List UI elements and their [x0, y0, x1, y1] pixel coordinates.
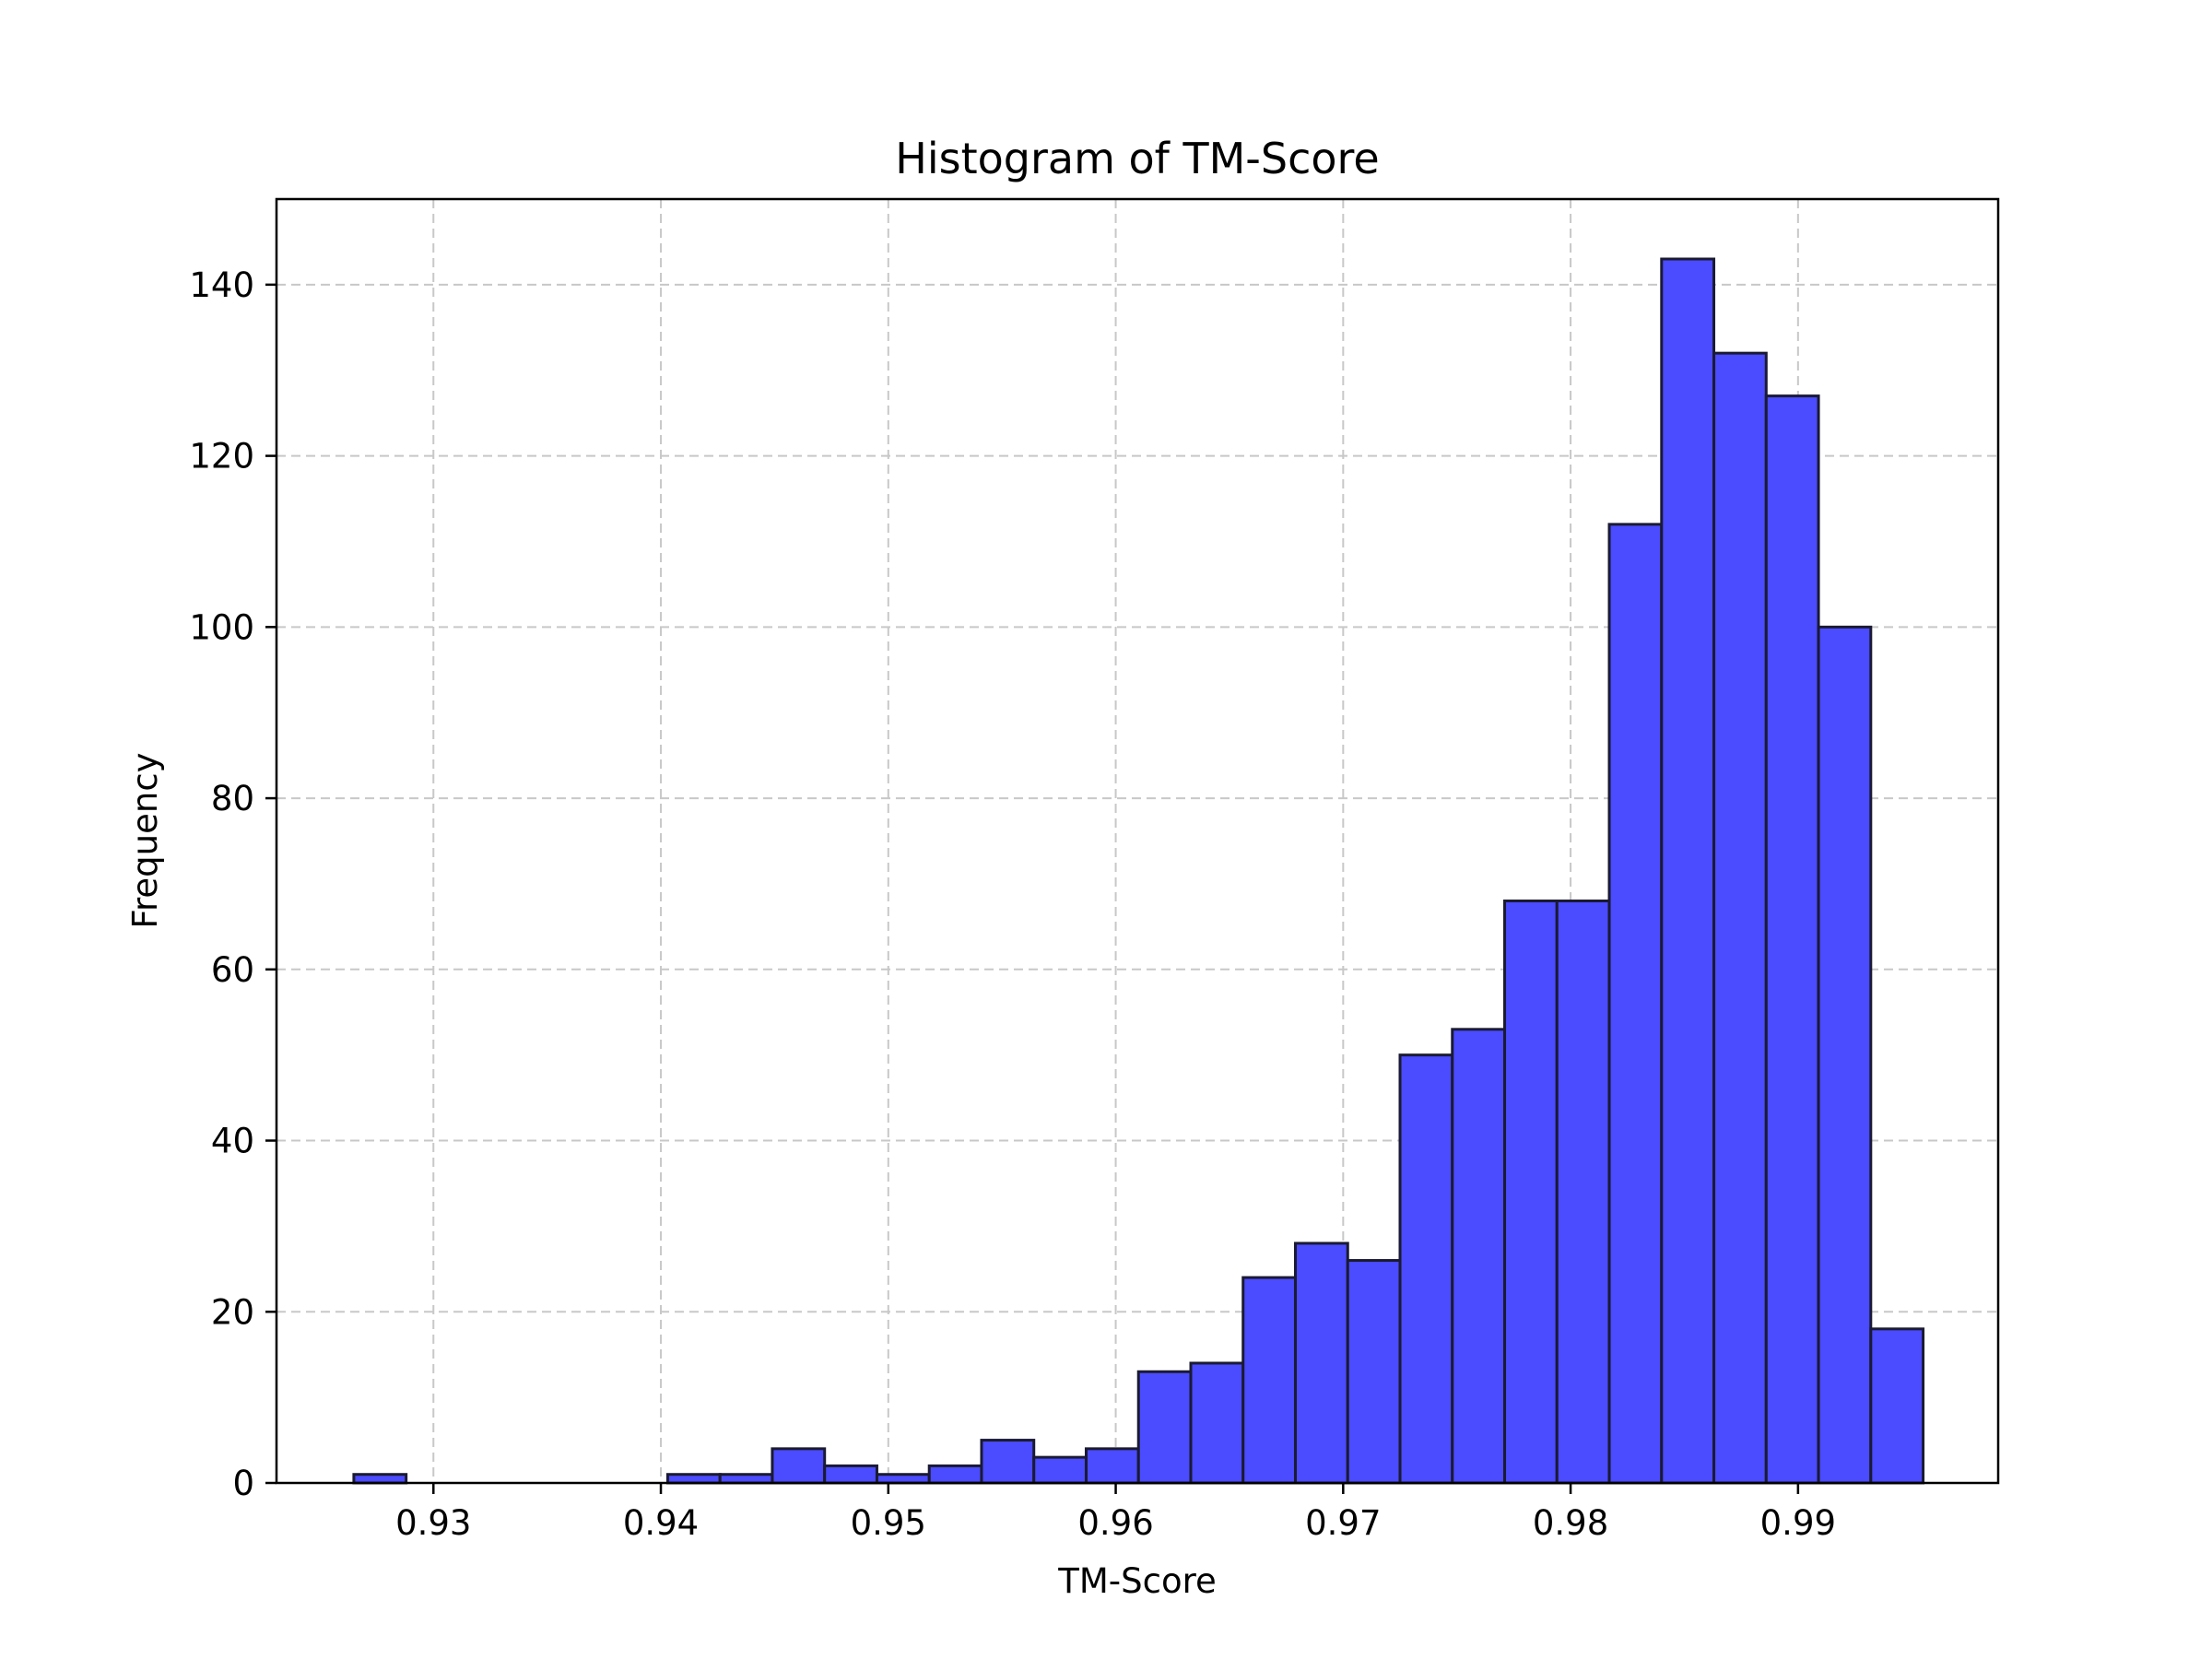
histogram-bar [1660, 257, 1716, 1485]
y-tick-label: 60 [211, 950, 254, 990]
x-tick-label: 0.99 [1760, 1503, 1836, 1543]
histogram-bar [1032, 1455, 1088, 1485]
x-axis-title: TM-Score [1057, 1561, 1217, 1601]
histogram-bar [1503, 900, 1559, 1485]
histogram-bar [665, 1473, 722, 1485]
histogram-bar [1136, 1370, 1193, 1485]
x-tick-label: 0.96 [1077, 1503, 1153, 1543]
y-tick-label: 100 [189, 607, 254, 647]
histogram-bar [718, 1473, 774, 1485]
y-axis-title: Frequency [125, 752, 165, 928]
histogram-bar [1241, 1276, 1298, 1485]
histogram-bar [875, 1473, 931, 1485]
y-tick-label: 140 [189, 265, 254, 305]
histogram-bar [980, 1439, 1036, 1485]
histogram-bar [1294, 1241, 1349, 1485]
histogram-bar [1869, 1327, 1925, 1485]
histogram-bar [1712, 351, 1768, 1485]
histogram-bar [1189, 1361, 1245, 1485]
y-tick-label: 120 [189, 437, 254, 477]
axis-ticks: 0.93 0.94 0.95 0.96 0.97 0.98 0.99 0 20 40 60 80 100… [189, 265, 1836, 1543]
histogram-bar [1764, 394, 1820, 1485]
x-tick-label: 0.97 [1305, 1503, 1381, 1543]
x-tick-label: 0.93 [395, 1503, 471, 1543]
histogram-bar [1346, 1259, 1402, 1485]
y-tick-label: 80 [211, 779, 254, 818]
histogram-bar [771, 1447, 827, 1485]
histogram-bar [1084, 1447, 1140, 1485]
plot-frame [275, 197, 2000, 1485]
y-tick-label: 20 [211, 1292, 254, 1332]
y-tick-label: 0 [232, 1464, 254, 1503]
histogram-bar [352, 1473, 408, 1485]
histogram-bar [1398, 1053, 1454, 1485]
histogram-bar [1555, 900, 1611, 1485]
histogram-bar [1817, 625, 1873, 1485]
histogram-bar [927, 1464, 983, 1485]
x-tick-label: 0.98 [1533, 1503, 1608, 1543]
chart-title: Histogram of TM-Score [895, 134, 1379, 183]
x-tick-label: 0.94 [623, 1503, 699, 1543]
histogram-bar [1451, 1028, 1507, 1485]
histogram-bar [1607, 523, 1664, 1485]
x-tick-label: 0.95 [851, 1503, 926, 1543]
histogram-bar [823, 1464, 878, 1485]
bars [352, 257, 1925, 1485]
y-tick-label: 40 [211, 1122, 254, 1161]
